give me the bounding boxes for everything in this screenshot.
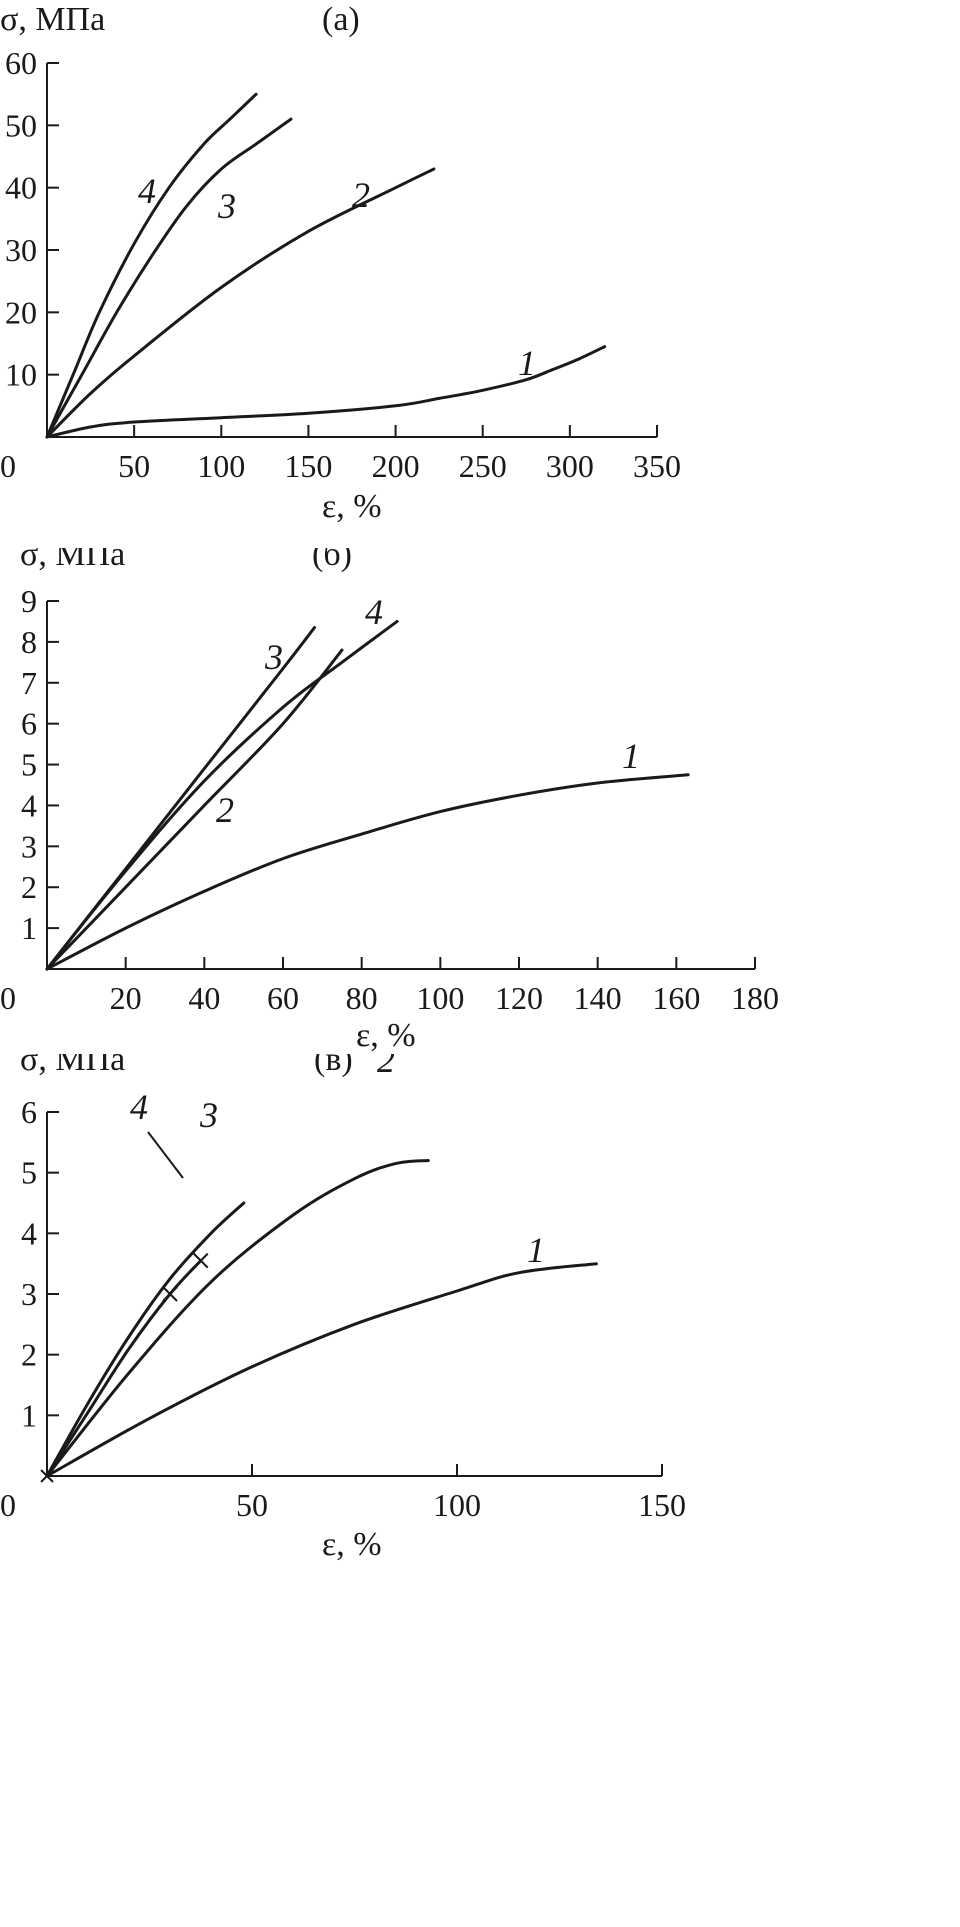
y-tick-label: 9 [21,583,37,619]
x-tick-label: 0 [0,1487,16,1523]
x-tick-label: 350 [633,448,681,484]
plot-area: 10 20 30 40 50 60 0 50 100 150 200 250 300 350 σ, МПа (… [0,1,681,525]
x-axis-label: ε, % [322,1526,382,1563]
chart-a: 10 20 30 40 50 60 0 50 100 150 200 250 300 350 σ, МПа (… [0,1,681,525]
y-tick-label: 1 [21,1397,37,1433]
plot-area: 1 2 3 4 5 6 0 50 100 150 σ, МПа (в) ε, % 1 2 3 4 [0,1054,686,1563]
x-tick-label: 300 [546,448,594,484]
x-tick-label: 250 [459,448,507,484]
y-tick-label: 50 [5,107,37,143]
y-tick-label: 1 [21,910,37,946]
origin-mark [40,1469,54,1483]
series-label-4: 4 [365,592,383,632]
series-line-2 [45,167,436,439]
series-label-3: 3 [264,637,283,677]
x-tick-label: 20 [110,980,142,1016]
x-tick-label: 150 [284,448,332,484]
y-tick-label: 4 [21,787,37,823]
series-line-1 [45,773,690,971]
x-axis-label: ε, % [322,488,382,525]
y-tick-label: 60 [5,45,37,81]
series-line-4 [45,1259,203,1478]
x-tick-label: 200 [372,448,420,484]
x-axis-label: ε, % [356,1017,416,1054]
panel-label: (б) [312,548,352,573]
x-tick-label: 100 [197,448,245,484]
x-tick-label: 50 [118,448,150,484]
series-line-3 [45,1201,246,1478]
x-tick-label: 40 [188,980,220,1016]
y-tick-label: 8 [21,624,37,660]
y-tick-label: 30 [5,232,37,268]
x-tick-label: 80 [346,980,378,1016]
x-tick-label: 60 [267,980,299,1016]
y-tick-label: 7 [21,665,37,701]
x-tick-label: 100 [433,1487,481,1523]
series-line-2 [45,648,344,971]
y-axis-label: σ, МПа [20,548,125,573]
y-tick-label: 4 [21,1215,37,1251]
y-tick-label: 3 [21,1276,37,1312]
series-label-2: 2 [352,175,370,215]
series-label-1: 1 [518,343,536,383]
series-line-2 [45,1159,430,1478]
plot-area: 1 2 3 4 5 6 7 8 9 0 20 40 60 80 100 120 140 160 180 σ, МПа (… [0,548,779,1054]
break-mark [162,1286,178,1302]
y-tick-label: 10 [5,357,37,393]
series-label-1: 1 [527,1230,545,1270]
x-tick-label: 120 [495,980,543,1016]
panel-label: (a) [322,1,360,38]
series-label-4: 4 [130,1087,148,1127]
y-axis-label: σ, МПа [20,1054,125,1078]
series-label-3: 3 [199,1095,218,1135]
x-tick-label: 50 [236,1487,268,1523]
series-label-2: 2 [216,790,234,830]
y-tick-label: 2 [21,1337,37,1373]
y-tick-label: 6 [21,706,37,742]
series-label-4: 4 [138,171,156,211]
y-tick-label: 3 [21,828,37,864]
series-line-3 [45,117,293,439]
series-line-1 [45,1262,598,1478]
y-tick-label: 40 [5,170,37,206]
x-tick-label: 150 [638,1487,686,1523]
break-mark [193,1252,209,1269]
label-4-leader [147,1131,184,1179]
series-label-2: 2 [377,1054,395,1080]
chart-b: 1 2 3 4 5 6 7 8 9 0 20 40 60 80 100 120 140 160 180 σ, МПа (… [0,548,779,1054]
y-tick-label: 20 [5,294,37,330]
x-tick-label: 160 [652,980,700,1016]
y-tick-label: 5 [21,747,37,783]
chart-c: 1 2 3 4 5 6 0 50 100 150 σ, МПа (в) ε, % 1 2 3 4 [0,1054,686,1563]
panel-label: (в) [314,1054,353,1078]
x-tick-label: 0 [0,980,16,1016]
series-label-3: 3 [217,186,236,226]
y-tick-label: 2 [21,869,37,905]
x-tick-label: 140 [574,980,622,1016]
x-tick-label: 100 [416,980,464,1016]
x-tick-label: 180 [731,980,779,1016]
x-tick-label: 0 [0,448,16,484]
y-tick-label: 5 [21,1155,37,1191]
series-label-1: 1 [622,736,640,776]
series-line-4 [45,92,258,439]
series-line-1 [45,345,607,439]
series-line-4 [45,619,399,971]
y-tick-label: 6 [21,1094,37,1130]
y-axis-label: σ, МПа [0,1,105,38]
